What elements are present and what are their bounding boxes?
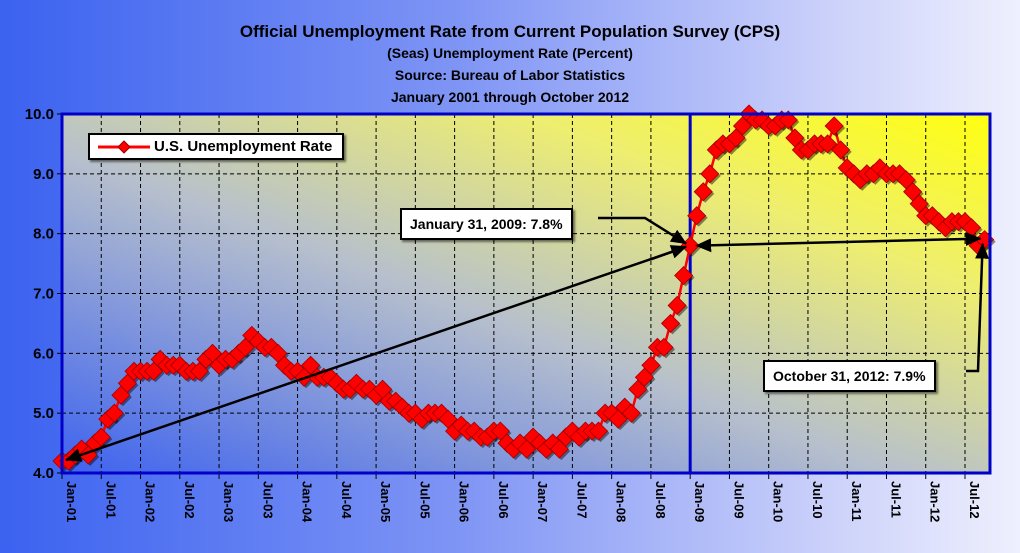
x-tick-label: Jan-12	[928, 481, 943, 522]
annotation-jan-2009: January 31, 2009: 7.8%	[400, 208, 573, 240]
data-point	[654, 337, 674, 357]
y-tick-label: 5.0	[33, 405, 54, 422]
data-point	[641, 355, 661, 375]
x-tick-label: Jul-08	[653, 481, 668, 519]
x-tick-label: Jan-07	[535, 481, 550, 522]
arrow-jan-2001-to-jan-2009	[65, 246, 685, 462]
x-tick-label: Jan-06	[457, 481, 472, 522]
data-point	[621, 403, 641, 423]
data-point	[104, 403, 124, 423]
data-point	[831, 140, 851, 160]
x-tick-label: Jul-10	[810, 481, 825, 519]
x-tick-label: Jul-05	[417, 481, 432, 519]
y-tick-label: 4.0	[33, 465, 54, 482]
plot-border	[60, 112, 992, 475]
x-tick-label: Jul-03	[260, 481, 275, 519]
x-tick-label: Jul-07	[574, 481, 589, 519]
x-tick-label: Jul-06	[496, 481, 511, 519]
annotation-arrow-jan-2009	[598, 216, 688, 245]
arrow-jan-2009-to-oct-2012	[698, 232, 982, 247]
data-point	[700, 164, 720, 184]
chart-title: Official Unemployment Rate from Current …	[239, 22, 781, 41]
x-tick-label: Jul-11	[888, 481, 903, 518]
y-tick-label: 10.0	[25, 106, 54, 123]
x-tick-label: Jul-09	[731, 481, 746, 519]
data-point	[91, 427, 111, 447]
x-tick-label: Jan-03	[221, 481, 236, 522]
x-tick-label: Jul-04	[339, 481, 354, 519]
arrowhead-jan-2009	[649, 245, 688, 261]
data-point	[674, 265, 694, 286]
y-tick-label: 8.0	[33, 226, 54, 243]
x-tick-label: Jan-04	[300, 481, 315, 523]
legend-marker-icon	[98, 139, 150, 154]
x-tick-label: Jan-11	[849, 481, 864, 521]
legend: U.S. Unemployment Rate	[88, 133, 345, 160]
data-point	[588, 421, 609, 441]
legend-label: U.S. Unemployment Rate	[154, 138, 333, 155]
x-tick-label: Jan-09	[692, 481, 707, 522]
x-tick-label: Jan-01	[64, 481, 79, 522]
data-point	[667, 295, 687, 316]
x-tick-label: Jan-10	[771, 481, 786, 522]
data-point	[818, 134, 838, 154]
data-point	[660, 313, 681, 333]
data-point	[778, 110, 798, 130]
y-tick-label: 7.0	[33, 286, 54, 303]
chart-subtitle-3: January 2001 through October 2012	[390, 89, 630, 105]
x-tick-label: Jul-02	[182, 481, 197, 519]
x-tick-label: Jan-02	[143, 481, 158, 522]
data-point	[824, 116, 844, 136]
data-point	[693, 182, 713, 202]
data-point	[687, 206, 707, 226]
y-tick-label: 6.0	[33, 345, 54, 362]
annotation-arrow-oct-2012	[966, 242, 990, 373]
chart-subtitle-1: (Seas) Unemployment Rate (Percent)	[387, 45, 633, 61]
x-tick-label: Jan-05	[378, 481, 393, 522]
y-tick-label: 9.0	[33, 166, 54, 183]
x-tick-label: Jul-12	[967, 481, 982, 519]
annotation-oct-2012: October 31, 2012: 7.9%	[763, 360, 936, 392]
x-tick-label: Jan-08	[614, 481, 629, 522]
x-tick-label: Jul-01	[103, 481, 118, 519]
chart-subtitle-2: Source: Bureau of Labor Statistics	[394, 67, 626, 83]
